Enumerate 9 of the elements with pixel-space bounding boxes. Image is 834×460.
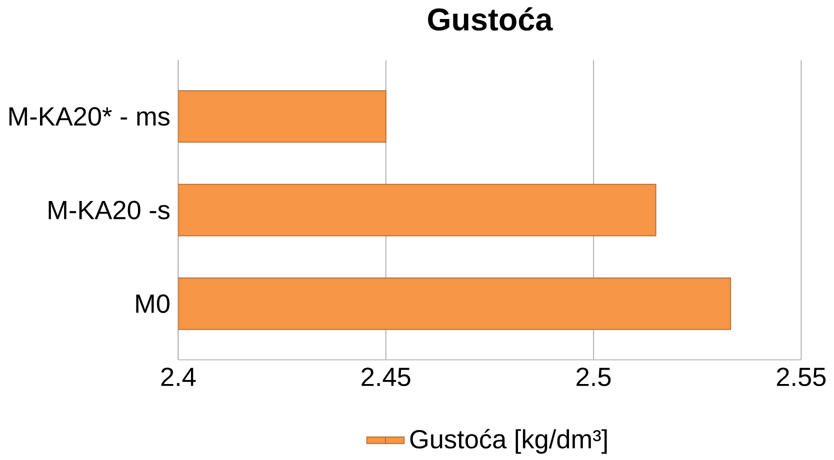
x-tick-label: 2.5	[576, 367, 611, 386]
x-tick-label: 2.45	[362, 367, 410, 386]
chart-title: Gustoća	[428, 7, 553, 31]
x-tick-label: 2.4	[161, 367, 196, 386]
x-tick-label: 2.55	[776, 367, 826, 386]
y-tick-label: M-KA20* - ms	[9, 107, 170, 126]
y-tick-label: M0	[136, 294, 170, 313]
legend-label: Gustoća [kg/dm³]	[410, 428, 607, 454]
y-tick-label: M-KA20 -s	[48, 200, 170, 220]
